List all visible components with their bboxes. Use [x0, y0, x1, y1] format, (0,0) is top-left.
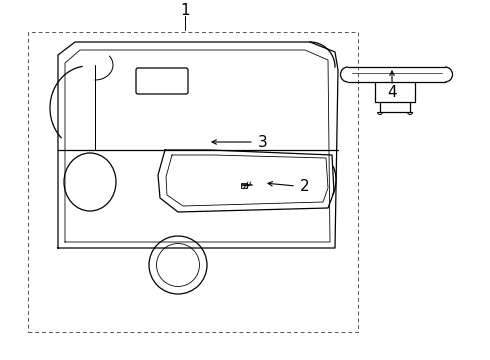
Ellipse shape — [64, 153, 116, 211]
Ellipse shape — [156, 243, 199, 287]
Bar — [28, 32, 358, 332]
Text: 4: 4 — [387, 85, 397, 99]
Text: 1: 1 — [180, 3, 190, 18]
Ellipse shape — [149, 236, 207, 294]
FancyBboxPatch shape — [136, 68, 188, 94]
Bar — [241, 183, 247, 188]
Text: 2: 2 — [300, 179, 310, 194]
Text: 3: 3 — [258, 135, 268, 149]
